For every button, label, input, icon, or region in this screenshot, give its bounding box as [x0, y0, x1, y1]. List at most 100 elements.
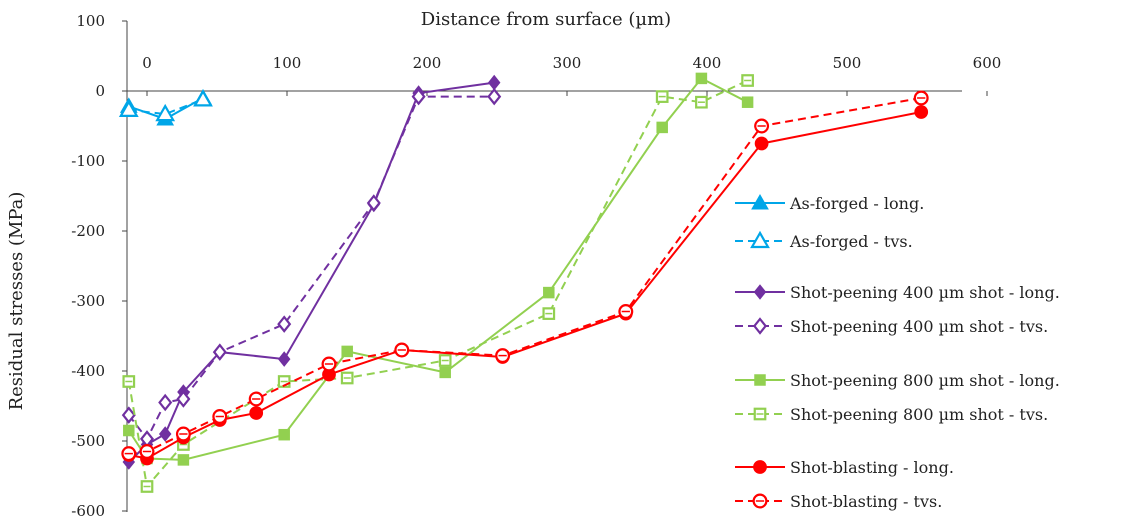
- x-axis-title: Distance from surface (µm): [421, 9, 671, 30]
- axes: 100 0 -100 -200 -300 -400 -500 -600 0 100 200 300 4…: [71, 12, 1001, 520]
- data-point: [277, 315, 292, 333]
- legend-marker: [754, 374, 766, 386]
- data-point: [123, 424, 135, 437]
- data-point: [139, 444, 155, 459]
- series-line: [127, 79, 749, 489]
- legend-label: Shot-peening 400 µm shot - tvs.: [790, 317, 1048, 336]
- series-line: [127, 77, 749, 461]
- data-point: [695, 95, 708, 109]
- x-tick-label: 600: [973, 54, 1002, 72]
- data-point: [248, 391, 264, 407]
- legend-label: Shot-peening 400 µm shot - long.: [790, 283, 1060, 302]
- legend-label: As-forged - long.: [789, 194, 924, 213]
- y-tick-label: -600: [71, 502, 105, 520]
- data-point: [495, 348, 511, 364]
- data-point: [176, 390, 191, 408]
- data-point: [121, 446, 137, 462]
- series-5: [123, 72, 754, 466]
- series-3: [122, 74, 501, 470]
- y-tick-label: -400: [71, 362, 105, 380]
- x-tick-label: 400: [693, 54, 722, 72]
- series-8: [121, 90, 929, 462]
- y-tick-label: -200: [71, 222, 105, 240]
- data-point: [487, 74, 501, 91]
- x-tick-label: 300: [553, 54, 582, 72]
- data-point: [321, 356, 337, 372]
- legend-marker: [752, 317, 768, 335]
- legend-label: Shot-blasting - tvs.: [790, 492, 942, 511]
- y-tick-label: -500: [71, 432, 105, 450]
- x-tick-label: 500: [833, 54, 862, 72]
- y-axis-title: Residual stresses (MPa): [6, 192, 27, 411]
- legend-marker: [752, 493, 768, 509]
- legend-label: Shot-peening 800 µm shot - tvs.: [790, 405, 1048, 424]
- data-point: [411, 87, 426, 106]
- y-ticks: 100 0 -100 -200 -300 -400 -500 -600: [71, 12, 127, 520]
- y-tick-label: -100: [71, 152, 105, 170]
- data-point: [249, 406, 264, 420]
- data-point: [340, 371, 354, 385]
- data-point: [618, 304, 634, 319]
- data-point: [158, 393, 173, 412]
- series-line: [128, 97, 922, 455]
- x-ticks: 0 100 200 300 400 500 600: [142, 54, 1001, 96]
- data-point: [741, 96, 754, 108]
- data-point: [118, 99, 139, 118]
- data-point: [656, 121, 668, 134]
- data-point: [122, 375, 136, 388]
- legend-item: As-forged - long.: [735, 193, 924, 213]
- legend-item: Shot-blasting - long.: [735, 458, 954, 477]
- legend-item: Shot-peening 800 µm shot - long.: [735, 371, 1060, 390]
- data-point: [278, 428, 290, 441]
- data-point: [366, 194, 381, 212]
- data-point: [193, 89, 213, 107]
- data-point: [438, 354, 452, 367]
- data-point: [543, 286, 555, 299]
- data-point: [277, 375, 291, 388]
- y-tick-label: 100: [76, 12, 105, 30]
- legend-item: Shot-blasting - tvs.: [735, 492, 942, 511]
- x-tick-label: 0: [142, 54, 152, 72]
- legend-label: Shot-peening 800 µm shot - long.: [790, 371, 1060, 390]
- data-point: [177, 454, 190, 466]
- y-tick-label: -300: [71, 292, 105, 310]
- data-point: [754, 118, 770, 134]
- data-point: [695, 72, 708, 85]
- data-point: [741, 74, 754, 87]
- data-point: [655, 90, 669, 103]
- data-point: [487, 87, 502, 106]
- legend-marker: [753, 407, 767, 421]
- legend-item: Shot-peening 400 µm shot - long.: [735, 283, 1060, 302]
- x-tick-label: 200: [413, 54, 442, 72]
- series-4: [121, 87, 502, 448]
- y-tick-label: 0: [95, 82, 105, 100]
- data-point: [212, 343, 227, 361]
- data-point: [341, 345, 353, 358]
- data-point: [913, 90, 929, 106]
- data-point: [121, 406, 136, 424]
- data-point: [914, 105, 929, 119]
- data-point: [439, 366, 451, 379]
- data-point: [175, 426, 191, 442]
- data-point: [754, 136, 769, 151]
- data-point: [158, 426, 172, 442]
- series-2: [118, 89, 213, 122]
- data-point: [155, 103, 176, 122]
- data-point: [212, 409, 228, 424]
- legend-label: Shot-blasting - long.: [790, 458, 954, 477]
- series-6: [122, 74, 754, 493]
- legend-marker: [750, 230, 770, 249]
- legend-marker: [753, 460, 767, 474]
- legend: As-forged - long. As-forged - tvs. Shot-pe…: [735, 193, 1060, 511]
- legend-marker: [751, 193, 769, 210]
- data-point: [277, 351, 291, 367]
- legend-item: Shot-peening 800 µm shot - tvs.: [735, 405, 1048, 424]
- legend-item: Shot-peening 400 µm shot - tvs.: [735, 317, 1048, 336]
- legend-label: As-forged - tvs.: [789, 232, 913, 251]
- x-tick-label: 100: [273, 54, 302, 72]
- plot-series: [118, 72, 929, 493]
- legend-item: As-forged - tvs.: [735, 230, 913, 251]
- data-point: [394, 342, 410, 358]
- data-point: [542, 307, 556, 320]
